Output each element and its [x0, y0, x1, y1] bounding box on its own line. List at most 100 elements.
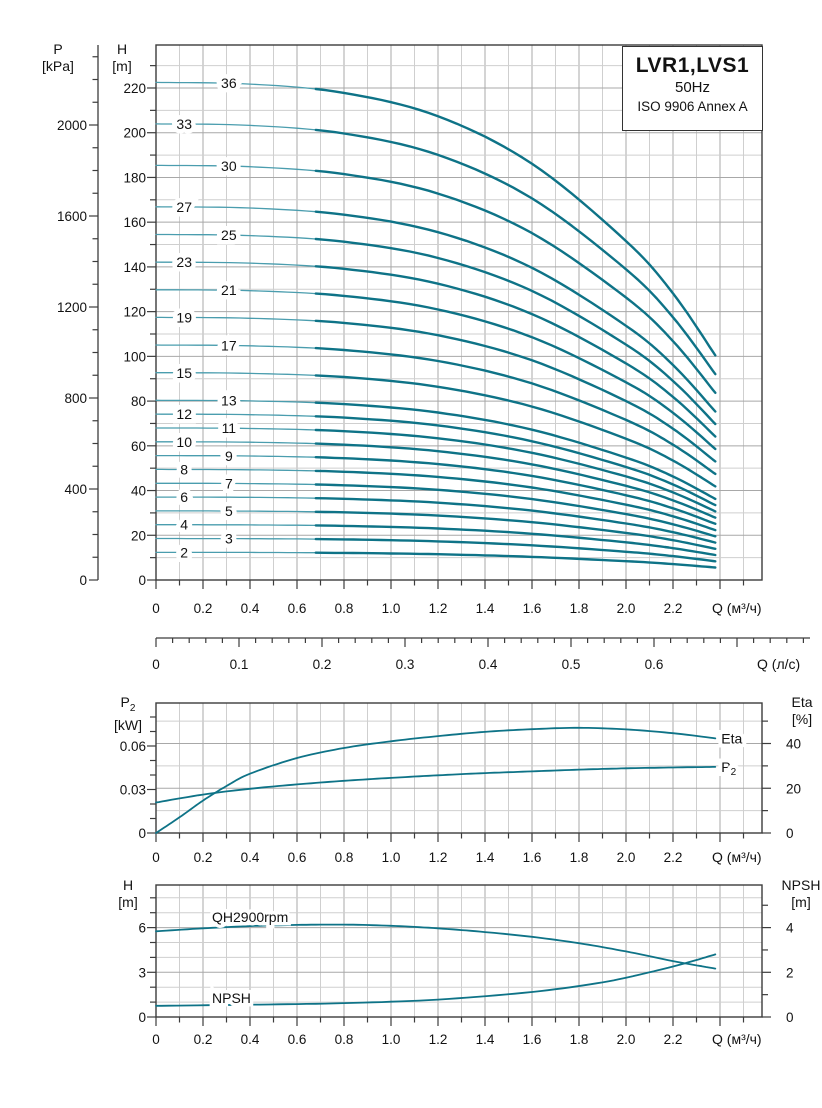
h-axis-tick-label: 140: [123, 260, 146, 275]
plot-border: [155, 884, 763, 1018]
x-axis-tick-label: 0.2: [194, 1032, 213, 1047]
p2-axis-tick-label: 0.06: [120, 739, 146, 754]
h-axis-tick-label: 80: [131, 394, 146, 409]
npsh-axis-title: NPSH [m]: [776, 877, 822, 911]
x-axis-tick-label: 0.4: [241, 850, 260, 865]
qh-curve-21-bold: [314, 292, 717, 451]
qh-curve-4-thin: [155, 524, 317, 527]
x-axis-tick-label: 0: [152, 601, 160, 616]
head-axis-title: H [m]: [98, 41, 146, 75]
head2-axis-symbol: H: [122, 877, 134, 893]
curve-label-19: 19: [176, 309, 192, 325]
qh2900-curve-label: QH2900rpm: [212, 909, 288, 925]
lps-axis-tick-label: 0: [152, 657, 160, 672]
lps-axis-tick-label: 0.2: [313, 657, 332, 672]
lps-axis-unit-label: Q (л/с): [757, 656, 800, 672]
p-axis-tick-label: 0: [79, 573, 87, 588]
qh-curve-33-bold: [314, 128, 717, 376]
qh-curve-11-bold: [314, 428, 717, 513]
qh-curve-27-bold: [314, 210, 717, 413]
pressure-axis-unit: [kPa]: [42, 58, 74, 74]
x-axis-tick-label: 0.6: [288, 1032, 307, 1047]
x-axis-tick-label: 1.6: [523, 1032, 542, 1047]
h2-axis-tick-label: 3: [138, 965, 146, 980]
qh-curve-8-thin: [155, 468, 317, 472]
npsh-curve: [155, 953, 717, 1007]
x-axis-tick-label: 1.0: [382, 1032, 401, 1047]
x-axis-unit-label: Q (м³/ч): [712, 600, 762, 616]
qh2900-curve: [155, 923, 717, 970]
h-axis-tick-label: 200: [123, 126, 146, 141]
qh-curve-12-thin: [155, 413, 317, 417]
x-axis-tick-label: 1.0: [382, 601, 401, 616]
h-axis-tick-label: 180: [123, 170, 146, 185]
qh-curve-30-bold: [314, 169, 717, 394]
x-axis-tick-label: 0: [152, 1032, 160, 1047]
x-axis-unit-label: Q (м³/ч): [712, 1031, 762, 1047]
pump-model: LVR1,LVS1: [635, 54, 750, 77]
curve-label-11: 11: [222, 420, 237, 436]
curve-label-7: 7: [225, 475, 233, 491]
qh-curve-9-bold: [314, 456, 717, 525]
qh-curve-5-thin: [155, 510, 317, 513]
qh-curve-25-thin: [155, 233, 317, 240]
qh-curve-15-thin: [155, 372, 317, 377]
qh-curve-25-bold: [314, 237, 717, 426]
npsh-axis-tick-label: 2: [786, 965, 794, 980]
curve-label-5: 5: [225, 503, 233, 519]
x-axis-tick-label: 1.2: [429, 1032, 448, 1047]
x-axis-tick-label: 2.0: [617, 601, 636, 616]
qh-curve-15-bold: [314, 374, 717, 488]
eta-axis-symbol: Eta: [791, 694, 813, 710]
h2-axis-tick-label: 0: [138, 1010, 146, 1025]
npsh-axis-unit: [m]: [791, 894, 811, 910]
lps-axis-tick-label: 0.4: [479, 657, 498, 672]
x-axis-tick-label: 1.8: [570, 601, 589, 616]
h-axis-tick-label: 120: [123, 305, 146, 320]
curve-label-8: 8: [180, 461, 188, 477]
curve-label-36: 36: [221, 75, 237, 91]
curve-label-25: 25: [221, 227, 237, 243]
qh-curve-3-thin: [155, 537, 317, 540]
pressure-axis-symbol: P: [53, 41, 63, 57]
h2-axis-tick-label: 6: [138, 921, 146, 936]
h-axis-tick-label: 40: [131, 484, 146, 499]
x-axis-tick-label: 0.6: [288, 850, 307, 865]
qh-curve-23-bold: [314, 265, 717, 438]
p2-curve: [155, 766, 717, 804]
qh-curve-13-bold: [314, 401, 717, 501]
eta-curve: [155, 726, 717, 834]
curve-label-6: 6: [180, 489, 188, 505]
lps-axis-tick-label: 0.5: [562, 657, 581, 672]
curve-label-21: 21: [221, 282, 237, 298]
qh-curve-9-thin: [155, 454, 317, 458]
qh-curve-23-thin: [155, 261, 317, 267]
x-axis-tick-label: 1.2: [429, 601, 448, 616]
qh-curve-4-bold: [314, 524, 717, 557]
x-axis-tick-label: 0.4: [241, 601, 260, 616]
x-axis-tick-label: 1.2: [429, 850, 448, 865]
h-axis-tick-label: 0: [138, 573, 146, 588]
curve-label-9: 9: [225, 448, 233, 464]
standard-label: ISO 9906 Annex A: [637, 99, 748, 114]
x-axis-tick-label: 1.8: [570, 850, 589, 865]
eta-curve-label: Eta: [721, 730, 742, 746]
npsh-axis-symbol: NPSH: [781, 877, 821, 893]
curve-label-27: 27: [176, 199, 192, 215]
qh-curve-7-thin: [155, 482, 317, 486]
qh-curve-36-bold: [314, 87, 717, 357]
lps-axis-tick-label: 0.6: [645, 657, 664, 672]
npsh-axis-tick-label: 4: [786, 921, 794, 936]
curve-label-2: 2: [180, 544, 188, 560]
qh-curve-27-thin: [155, 206, 317, 213]
x-axis-tick-label: 2.2: [664, 1032, 683, 1047]
eta-axis-tick-label: 20: [786, 781, 801, 796]
x-axis-tick-label: 2.0: [617, 1032, 636, 1047]
npsh-curve-label: NPSH: [212, 990, 251, 1006]
qh-curve-10-bold: [314, 442, 717, 519]
plot-border: [155, 702, 763, 834]
x-axis-tick-label: 0.8: [335, 1032, 354, 1047]
qh-curve-30-thin: [155, 164, 317, 172]
eta-axis-tick-label: 40: [786, 737, 801, 752]
